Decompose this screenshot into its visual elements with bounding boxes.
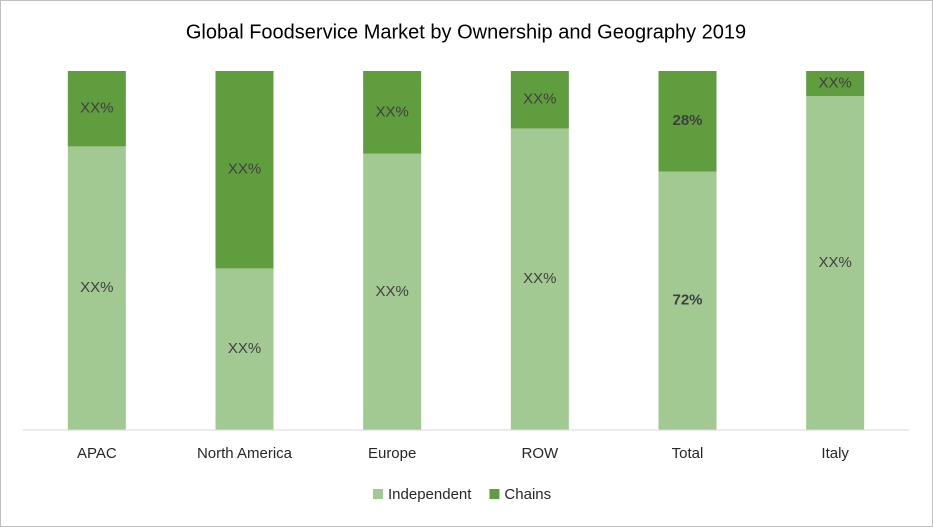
legend-label: Chains: [504, 486, 551, 503]
x-tick-label: Italy: [821, 445, 849, 462]
x-tick-label: North America: [197, 445, 293, 462]
data-label: XX%: [80, 100, 113, 117]
bar-segment: [658, 171, 717, 430]
bar-segment: [215, 268, 274, 430]
data-label: XX%: [818, 75, 851, 92]
data-label: XX%: [228, 161, 261, 178]
x-tick-label: APAC: [77, 445, 117, 462]
legend-swatch: [489, 489, 500, 499]
bar-segment: [363, 71, 422, 154]
data-label: XX%: [375, 103, 408, 120]
bar-segment: [67, 71, 126, 147]
bar-segment: [363, 153, 422, 430]
bar-segment: [67, 146, 126, 430]
legend-swatch: [373, 489, 383, 499]
data-label: XX%: [375, 283, 408, 300]
data-label: XX%: [523, 91, 556, 108]
data-label: XX%: [523, 270, 556, 287]
bar-segment: [510, 71, 569, 129]
x-tick-label: ROW: [521, 445, 559, 462]
data-label: XX%: [80, 279, 113, 296]
bar-segment: [806, 71, 865, 97]
bar-segment: [806, 96, 865, 430]
data-label: XX%: [228, 340, 261, 357]
data-label: 28%: [672, 112, 702, 129]
bar-segment: [510, 128, 569, 430]
data-label: XX%: [818, 254, 851, 271]
chart-title: Global Foodservice Market by Ownership a…: [186, 21, 746, 43]
data-label: 72%: [672, 292, 702, 309]
bar-segment: [215, 71, 274, 269]
x-tick-label: Total: [672, 445, 704, 462]
x-tick-label: Europe: [368, 445, 416, 462]
legend-label: Independent: [388, 486, 472, 503]
bar-segment: [658, 71, 717, 172]
